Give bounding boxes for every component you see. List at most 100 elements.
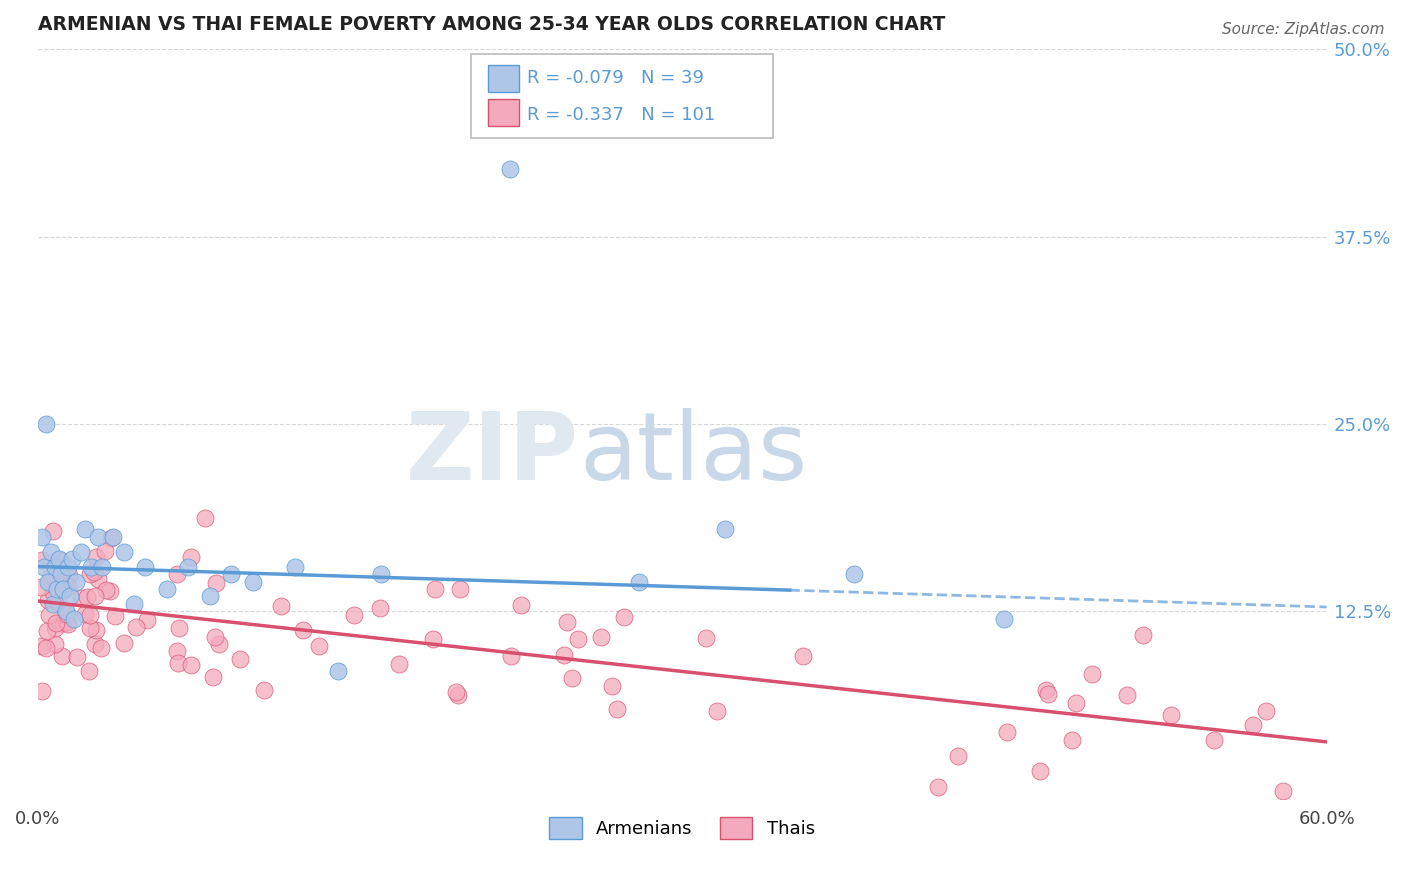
Point <box>219 567 242 582</box>
Point <box>98 583 121 598</box>
Point <box>284 559 307 574</box>
Point <box>51 567 73 582</box>
Point <box>567 632 589 647</box>
Point <box>242 574 264 589</box>
Point <box>46 595 69 609</box>
Text: R = -0.337   N = 101: R = -0.337 N = 101 <box>527 106 716 124</box>
Text: ARMENIAN VS THAI FEMALE POVERTY AMONG 25-34 YEAR OLDS CORRELATION CHART: ARMENIAN VS THAI FEMALE POVERTY AMONG 25… <box>38 15 945 34</box>
Point <box>1036 687 1059 701</box>
Point <box>39 544 62 558</box>
Point <box>37 608 59 623</box>
Point <box>52 582 75 596</box>
Point <box>166 566 188 581</box>
Point <box>447 689 470 703</box>
Point <box>80 559 103 574</box>
Point <box>87 530 110 544</box>
Point <box>1064 696 1087 710</box>
Point <box>31 530 53 544</box>
Point <box>166 644 188 658</box>
Point <box>253 683 276 698</box>
Point <box>628 574 651 589</box>
Point <box>76 591 98 605</box>
Point <box>229 652 252 666</box>
Point <box>53 582 76 597</box>
Text: R = -0.079   N = 39: R = -0.079 N = 39 <box>527 69 704 87</box>
Point <box>1132 628 1154 642</box>
Point <box>205 576 228 591</box>
Point <box>65 574 87 589</box>
Point <box>66 649 89 664</box>
Point <box>56 607 79 621</box>
Point <box>422 632 444 647</box>
Point <box>388 657 411 672</box>
Point <box>69 544 91 558</box>
Point <box>202 670 225 684</box>
Point <box>58 567 80 582</box>
Point <box>84 637 107 651</box>
Point <box>59 590 82 604</box>
Point <box>101 530 124 544</box>
Point <box>1060 732 1083 747</box>
Point <box>370 567 392 582</box>
Point <box>104 609 127 624</box>
Point <box>42 585 65 599</box>
Point <box>70 591 93 605</box>
Point <box>30 580 52 594</box>
Point <box>561 671 583 685</box>
Point <box>1202 733 1225 747</box>
Point <box>55 605 77 619</box>
Point <box>124 619 146 633</box>
Point <box>1272 784 1295 798</box>
Point <box>589 630 612 644</box>
Point <box>444 685 467 699</box>
Point <box>167 622 190 636</box>
Point <box>292 623 315 637</box>
Point <box>39 569 62 583</box>
Point <box>1160 708 1182 723</box>
Point <box>792 649 814 664</box>
Point <box>37 592 59 607</box>
Point <box>79 621 101 635</box>
Point <box>180 549 202 564</box>
Point <box>83 589 105 603</box>
Point <box>87 572 110 586</box>
Point <box>77 665 100 679</box>
Point <box>423 582 446 597</box>
Point <box>1081 666 1104 681</box>
Point <box>45 615 67 630</box>
Point <box>606 702 628 716</box>
Point <box>1254 704 1277 718</box>
Point <box>56 615 79 629</box>
Point <box>32 559 55 574</box>
Point <box>706 704 728 718</box>
Point <box>79 608 101 623</box>
Point <box>1035 683 1057 698</box>
Point <box>49 553 72 567</box>
Point <box>83 566 105 580</box>
Point <box>31 553 53 567</box>
Point <box>42 524 65 538</box>
Point <box>90 640 112 655</box>
Point <box>995 725 1018 739</box>
Point <box>45 574 67 589</box>
Point <box>73 522 96 536</box>
Point <box>204 630 226 644</box>
Point <box>37 574 59 589</box>
Point <box>449 582 471 597</box>
Point <box>1029 764 1052 778</box>
Point <box>48 552 70 566</box>
Point <box>94 544 117 558</box>
Point <box>509 599 531 613</box>
Point <box>1241 718 1264 732</box>
Point <box>112 544 135 558</box>
Point <box>135 614 157 628</box>
Text: ZIP: ZIP <box>406 409 579 500</box>
Point <box>368 600 391 615</box>
Point <box>52 615 75 630</box>
Point <box>927 780 949 794</box>
Point <box>600 679 623 693</box>
Point <box>46 582 69 596</box>
Point <box>613 609 636 624</box>
Point <box>124 597 146 611</box>
Point <box>35 624 58 639</box>
